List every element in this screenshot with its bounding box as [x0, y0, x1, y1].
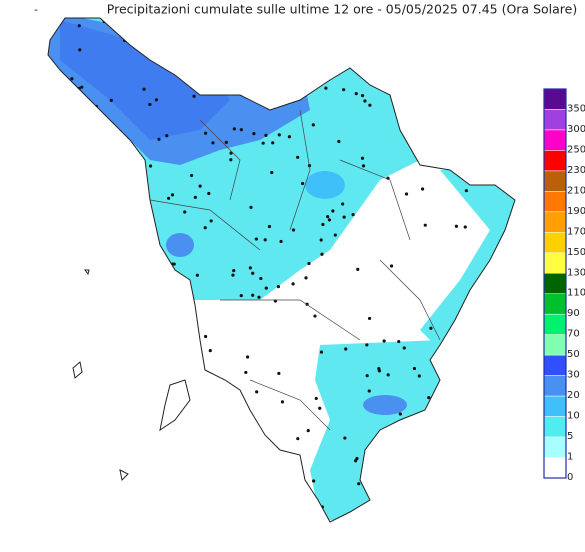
legend-label: 300	[567, 124, 585, 135]
legend-swatch	[543, 293, 567, 315]
legend-label: 20	[567, 390, 580, 401]
legend-swatch	[543, 211, 567, 233]
legend-swatch	[543, 457, 567, 479]
legend-swatch	[543, 395, 567, 417]
legend-label: 90	[567, 308, 580, 319]
legend-swatch	[543, 88, 567, 110]
legend-swatch	[543, 354, 567, 376]
legend-swatch	[543, 416, 567, 438]
map-title: Precipitazioni cumulate sulle ultime 12 …	[107, 2, 577, 17]
legend-label: 210	[567, 185, 585, 196]
legend-frame	[543, 88, 567, 479]
legend-label: 230	[567, 165, 585, 176]
legend-label: 50	[567, 349, 580, 360]
legend-swatch	[543, 375, 567, 397]
legend-label: 110	[567, 288, 585, 299]
legend-swatch	[543, 436, 567, 458]
rain-map	[48, 18, 515, 522]
legend-swatch	[543, 334, 567, 356]
legend-swatch	[543, 313, 567, 335]
marker: -	[34, 3, 38, 16]
legend-swatch	[543, 252, 567, 274]
legend-label: 30	[567, 370, 580, 381]
legend-swatch	[543, 273, 567, 294]
legend-label: 0	[567, 472, 573, 483]
legend-label: 10	[567, 411, 580, 422]
legend-swatch	[543, 129, 567, 151]
legend-label: 250	[567, 144, 585, 155]
legend-label: 170	[567, 226, 585, 237]
legend-label: 5	[567, 431, 573, 442]
legend-label: 70	[567, 329, 580, 340]
islands	[72, 269, 191, 482]
legend-label: 1	[567, 452, 573, 463]
legend-swatch	[543, 232, 567, 254]
legend-swatch	[543, 109, 567, 131]
legend-label: 190	[567, 206, 585, 217]
legend-label: 130	[567, 267, 585, 278]
legend-swatch	[543, 150, 567, 172]
legend-label: 350	[567, 103, 585, 114]
legend-swatch	[543, 170, 567, 192]
legend-swatch	[543, 191, 567, 213]
legend-label: 150	[567, 247, 585, 258]
province-borders	[149, 109, 441, 431]
legend: 3503002502302101901701501301109070503020…	[543, 88, 585, 483]
